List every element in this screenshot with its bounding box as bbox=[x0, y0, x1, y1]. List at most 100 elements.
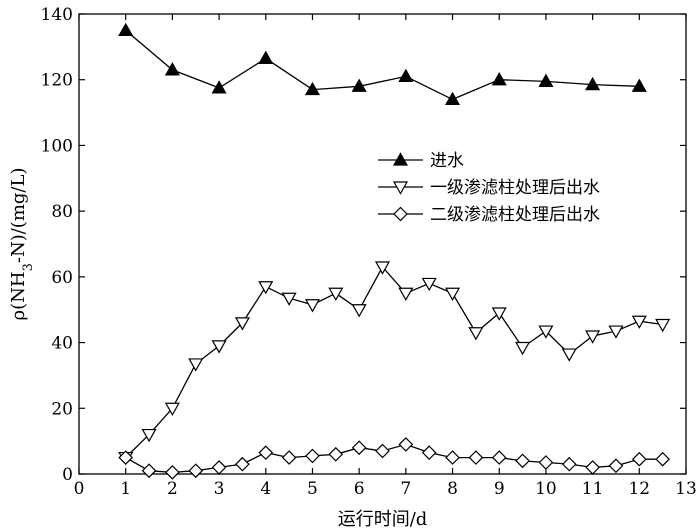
x-axis-title: 运行时间/d bbox=[338, 509, 428, 530]
legend-item-2: 一级渗滤柱处理后出水 bbox=[378, 178, 600, 198]
data-point bbox=[305, 448, 320, 464]
data-point bbox=[304, 81, 320, 96]
legend-label: 进水 bbox=[430, 151, 464, 171]
data-point bbox=[188, 463, 204, 479]
data-point bbox=[398, 68, 414, 83]
x-tick-label: 3 bbox=[214, 479, 225, 499]
data-point bbox=[631, 451, 647, 467]
data-point bbox=[491, 307, 507, 321]
data-point bbox=[258, 50, 274, 64]
axes bbox=[78, 13, 687, 475]
x-tick-label: 10 bbox=[535, 479, 557, 499]
series-2 bbox=[118, 261, 671, 466]
data-point bbox=[398, 287, 414, 302]
data-point bbox=[165, 465, 180, 480]
data-point bbox=[468, 327, 484, 341]
data-point bbox=[538, 325, 554, 339]
data-point bbox=[351, 304, 367, 318]
y-tick-label: 100 bbox=[41, 136, 73, 156]
data-point bbox=[585, 330, 601, 344]
x-tick-label: 2 bbox=[167, 479, 178, 499]
data-point bbox=[468, 450, 484, 465]
y-tick-label: 120 bbox=[41, 71, 73, 91]
data-point bbox=[281, 292, 297, 306]
x-tick-label: 1 bbox=[120, 479, 131, 499]
legend-marker bbox=[392, 152, 409, 166]
data-point bbox=[328, 446, 344, 462]
series-3 bbox=[118, 437, 671, 480]
y-tick-label: 80 bbox=[51, 202, 73, 222]
data-point bbox=[515, 341, 531, 356]
series-line bbox=[125, 29, 640, 101]
legend-marker bbox=[392, 181, 409, 195]
x-tick-label: 6 bbox=[354, 479, 365, 499]
data-point bbox=[398, 437, 414, 452]
legend-item-1: 进水 bbox=[378, 151, 464, 171]
y-tick-label: 60 bbox=[51, 268, 73, 288]
data-point bbox=[421, 445, 437, 460]
data-point bbox=[561, 456, 577, 472]
data-point bbox=[491, 71, 507, 86]
data-point bbox=[281, 450, 297, 465]
data-point bbox=[585, 76, 601, 91]
data-point bbox=[258, 445, 274, 460]
data-point bbox=[188, 358, 204, 372]
data-point bbox=[445, 450, 460, 465]
plot-frame bbox=[78, 13, 687, 475]
series-line bbox=[125, 443, 663, 474]
data-point bbox=[608, 458, 624, 474]
data-point bbox=[561, 348, 577, 362]
data-point bbox=[421, 277, 437, 292]
x-tick-label: 0 bbox=[74, 479, 85, 499]
x-tick-label: 5 bbox=[307, 479, 318, 499]
legend-item-3: 二级渗滤柱处理后出水 bbox=[378, 205, 600, 225]
data-point bbox=[164, 62, 180, 76]
y-tick-label: 140 bbox=[41, 5, 73, 25]
x-tick-label: 11 bbox=[582, 479, 604, 499]
data-point bbox=[211, 460, 227, 475]
series-line bbox=[125, 265, 663, 459]
legend-label: 二级渗滤柱处理后出水 bbox=[430, 205, 600, 225]
data-point bbox=[374, 261, 391, 275]
series-layer bbox=[118, 22, 671, 480]
y-tick-label: 0 bbox=[62, 465, 73, 485]
data-point bbox=[141, 428, 157, 443]
data-point bbox=[375, 443, 390, 459]
data-point bbox=[234, 317, 250, 331]
x-tick-label: 9 bbox=[494, 479, 505, 499]
x-tick-label: 13 bbox=[675, 479, 697, 499]
x-tick-label: 8 bbox=[447, 479, 458, 499]
y-tick-label: 40 bbox=[51, 334, 73, 354]
data-point bbox=[258, 281, 274, 295]
y-tick-label: 20 bbox=[51, 399, 73, 419]
data-point bbox=[351, 440, 367, 456]
data-point bbox=[515, 453, 530, 469]
y-axis-title: ρ(NH3-N)/(mg/L) bbox=[8, 168, 36, 321]
data-point bbox=[631, 315, 647, 329]
tick-marks bbox=[78, 13, 687, 475]
data-point bbox=[655, 318, 671, 333]
data-point bbox=[491, 450, 507, 465]
data-point bbox=[141, 463, 157, 479]
x-tick-label: 4 bbox=[260, 479, 271, 499]
data-point bbox=[608, 325, 624, 339]
data-point bbox=[211, 340, 227, 354]
legend-marker bbox=[393, 206, 408, 222]
data-point bbox=[328, 287, 344, 302]
x-tick-label: 7 bbox=[400, 479, 411, 499]
data-point bbox=[211, 80, 227, 94]
data-point bbox=[118, 450, 134, 465]
x-tick-label: 12 bbox=[628, 479, 650, 499]
data-point bbox=[538, 455, 554, 470]
data-point bbox=[235, 456, 250, 472]
data-point bbox=[164, 402, 180, 417]
data-point bbox=[445, 91, 461, 106]
data-point bbox=[118, 22, 134, 37]
data-point bbox=[585, 460, 600, 475]
data-point bbox=[538, 73, 554, 87]
series-1 bbox=[118, 22, 647, 106]
data-point bbox=[631, 78, 647, 92]
